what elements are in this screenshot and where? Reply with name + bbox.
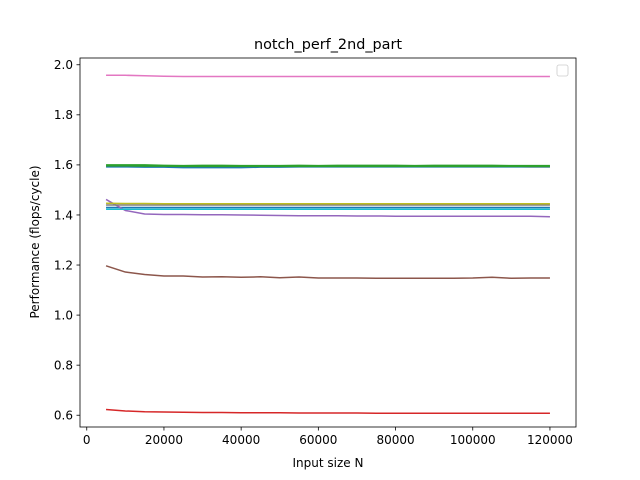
plot-frame [79,57,577,428]
y-tick-label: 1.2 [54,258,73,272]
series-line-6 [105,265,550,280]
y-tick-label: 1.8 [54,108,73,122]
y-tick-label: 1.0 [54,308,73,322]
x-axis-label: Input size N [293,456,364,470]
series-line-12 [106,165,550,168]
y-axis-ticks: 0.6 0.8 1.0 1.2 1.4 1.6 1.8 2.0 [54,58,80,423]
x-tick-label: 0 [83,433,91,447]
x-tick-label: 120000 [527,433,573,447]
series-line-4 [105,408,550,414]
series-layer [105,74,550,414]
x-tick-label: 40000 [222,433,260,447]
y-tick-label: 1.6 [54,158,73,172]
plot-area [80,58,576,427]
x-tick-label: 20000 [145,433,183,447]
y-tick-label: 0.6 [54,409,73,423]
y-tick-label: 2.0 [54,58,73,72]
series-line-5 [105,198,550,218]
series-line-9 [106,202,550,205]
x-tick-label: 100000 [450,433,496,447]
y-tick-label: 1.4 [54,208,73,222]
x-axis-ticks: 0 20000 40000 60000 80000 100000 120000 [83,427,573,447]
y-tick-label: 0.8 [54,358,73,372]
chart-title: notch_perf_2nd_part [254,37,402,53]
legend-box[interactable] [556,64,569,77]
x-tick-label: 60000 [299,433,337,447]
x-tick-label: 80000 [376,433,414,447]
y-axis-label: Performance (flops/cycle) [28,165,42,318]
series-line-7 [106,74,550,78]
